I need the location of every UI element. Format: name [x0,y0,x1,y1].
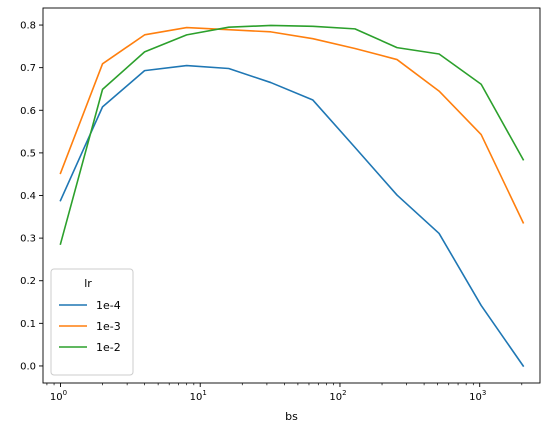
y-axis: 0.0 0.1 0.2 0.3 0.4 0.5 0.6 0.7 0.8 [20,21,43,372]
y-tick-label: 0.8 [20,21,36,32]
y-tick-label: 0.1 [20,319,36,330]
y-tick-label: 0.4 [20,191,36,202]
x-axis-label: bs [285,410,298,423]
y-tick-label: 0.6 [20,106,36,117]
x-tick-label: 103 [469,389,486,403]
y-tick-label: 0.2 [20,276,36,287]
series-layer [59,24,525,368]
x-tick-label: 100 [50,389,67,403]
legend-box [50,268,134,376]
x-tick-label: 101 [190,389,207,403]
legend-label: 1e-2 [96,341,121,354]
y-tick-label: 0.5 [20,148,36,159]
legend-title: lr [84,277,92,290]
legend-label: 1e-4 [96,299,121,312]
y-tick-label: 0.3 [20,234,36,245]
series-line-1e-3 [59,26,525,224]
y-tick-label: 0.7 [20,63,36,74]
y-tick-label: 0.0 [20,361,36,372]
legend-label: 1e-3 [96,320,121,333]
legend: lr 1e-4 1e-3 1e-2 [50,268,134,376]
x-tick-label: 102 [329,389,346,403]
series-line-1e-2 [59,24,525,246]
series-line-1e-4 [59,64,525,368]
x-axis: 100 101 102 103 [46,383,523,403]
